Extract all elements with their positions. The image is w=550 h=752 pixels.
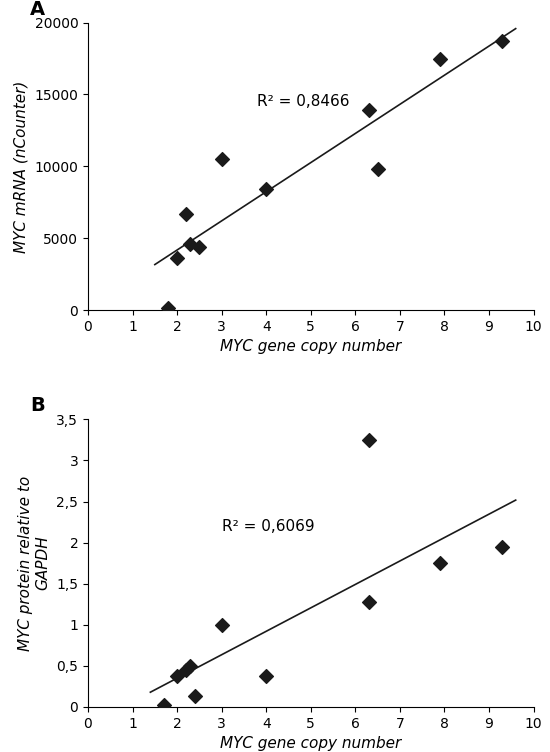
- Point: [436, 557, 444, 569]
- Point: [262, 669, 271, 681]
- Point: [173, 253, 182, 265]
- Point: [190, 690, 199, 702]
- Y-axis label: MYC protein relative to
GAPDH: MYC protein relative to GAPDH: [18, 475, 51, 650]
- Point: [217, 153, 226, 165]
- Point: [498, 35, 507, 47]
- Text: R² = 0,8466: R² = 0,8466: [257, 94, 350, 109]
- Text: B: B: [30, 396, 45, 415]
- Text: A: A: [30, 0, 45, 19]
- Point: [364, 105, 373, 117]
- Point: [160, 699, 168, 711]
- Point: [373, 163, 382, 175]
- Point: [217, 619, 226, 631]
- Point: [186, 660, 195, 672]
- X-axis label: MYC gene copy number: MYC gene copy number: [220, 339, 402, 354]
- Point: [498, 541, 507, 553]
- Text: R² = 0,6069: R² = 0,6069: [222, 519, 314, 534]
- Point: [364, 434, 373, 446]
- Point: [195, 241, 204, 253]
- Point: [164, 302, 173, 314]
- Point: [182, 208, 190, 220]
- Point: [173, 669, 182, 681]
- Point: [364, 596, 373, 608]
- Point: [186, 238, 195, 250]
- X-axis label: MYC gene copy number: MYC gene copy number: [220, 736, 402, 751]
- Point: [262, 183, 271, 196]
- Y-axis label: MYC mRNA (nCounter): MYC mRNA (nCounter): [14, 80, 29, 253]
- Point: [436, 53, 444, 65]
- Point: [182, 664, 190, 676]
